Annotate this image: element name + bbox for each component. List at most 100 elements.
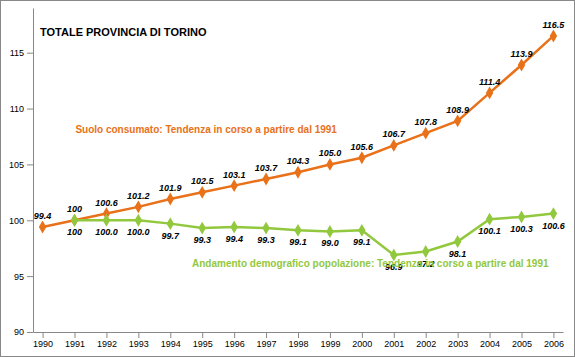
x-tick: 1998 — [288, 332, 308, 349]
series-name: Suolo consumato: Tendenza in corso a par… — [75, 124, 337, 135]
data-label: 101.2 — [127, 191, 150, 201]
data-label: 99.1 — [289, 237, 307, 247]
series-marker — [486, 213, 493, 226]
series-marker — [326, 158, 333, 171]
series-marker — [294, 224, 301, 237]
series-marker — [71, 214, 78, 227]
x-tick: 1997 — [257, 332, 277, 349]
x-tick-mark — [170, 332, 171, 338]
data-label: 100 — [67, 204, 82, 214]
x-tick-label: 1998 — [288, 339, 308, 349]
data-label: 100 — [67, 227, 82, 237]
x-tick: 2000 — [352, 332, 372, 349]
x-tick-label: 1993 — [129, 339, 149, 349]
x-tick-label: 1995 — [193, 339, 213, 349]
y-tick-label: 100 — [9, 216, 24, 226]
x-tick: 2004 — [480, 332, 500, 349]
x-tick-mark — [458, 332, 459, 338]
x-tick: 2002 — [416, 332, 436, 349]
y-tick-mark — [27, 276, 33, 277]
y-tick-mark — [27, 220, 33, 221]
data-label: 99.3 — [257, 235, 275, 245]
series-marker — [550, 207, 557, 220]
marks — [39, 29, 557, 261]
x-tick: 2005 — [512, 332, 532, 349]
x-tick: 1999 — [320, 332, 340, 349]
y-tick-label: 110 — [10, 104, 24, 114]
x-tick-mark — [490, 332, 491, 338]
x-tick: 2006 — [544, 332, 564, 349]
x-tick: 1990 — [33, 332, 53, 349]
series-marker — [486, 86, 493, 99]
series-marker — [198, 222, 205, 235]
x-tick-mark — [298, 332, 299, 338]
data-label: 100.0 — [127, 227, 150, 237]
series-marker — [550, 29, 557, 42]
y-tick-mark — [27, 332, 33, 333]
chart-title: TOTALE PROVINCIA DI TORINO — [40, 26, 207, 38]
x-tick-mark — [138, 332, 139, 338]
y-tick-label: 105 — [9, 160, 24, 170]
x-axis: 1990199119921993199419951996199719981999… — [33, 332, 564, 349]
series-marker — [454, 235, 461, 248]
chart-border — [1, 1, 575, 357]
data-label: 99.3 — [193, 235, 211, 245]
series-marker — [103, 214, 110, 227]
series-marker — [167, 193, 174, 206]
data-label: 116.5 — [542, 20, 565, 30]
series-marker — [422, 245, 429, 258]
x-tick-label: 1997 — [257, 339, 277, 349]
data-label: 100.0 — [95, 227, 118, 237]
series-marker — [135, 200, 142, 213]
x-tick-mark — [106, 332, 107, 338]
series-marker — [230, 179, 237, 192]
data-label: 103.1 — [223, 170, 246, 180]
x-tick: 2003 — [448, 332, 468, 349]
y-axis: 9095100105110115 — [9, 9, 34, 338]
series-line — [43, 36, 554, 227]
x-tick: 1995 — [193, 332, 213, 349]
y-tick-label: 90 — [14, 327, 24, 337]
data-labels: 99.4100100.6101.2101.9102.5103.1103.7104… — [34, 20, 566, 272]
data-label: 101.9 — [159, 183, 182, 193]
x-tick-label: 1999 — [320, 339, 340, 349]
data-label: 106.7 — [383, 129, 407, 139]
y-tick: 115 — [10, 48, 33, 58]
data-label: 99.7 — [162, 231, 181, 241]
x-tick-mark — [266, 332, 267, 338]
y-tick: 100 — [9, 216, 33, 226]
y-tick: 110 — [10, 104, 33, 114]
data-label: 111.4 — [479, 77, 500, 87]
x-tick-label: 1996 — [225, 339, 245, 349]
data-label: 99.0 — [321, 238, 339, 248]
data-label: 100.6 — [542, 221, 566, 231]
y-tick: 90 — [14, 327, 33, 337]
data-label: 100.3 — [510, 224, 533, 234]
data-label: 98.1 — [449, 249, 467, 259]
x-tick-label: 2006 — [544, 339, 564, 349]
x-tick-label: 1994 — [161, 339, 181, 349]
x-tick-mark — [426, 332, 427, 338]
y-tick-mark — [27, 109, 33, 110]
y-tick-label: 115 — [10, 48, 24, 58]
series-marker — [326, 225, 333, 238]
x-tick-mark — [43, 332, 44, 338]
data-label: 99.4 — [225, 234, 243, 244]
series-marker — [262, 222, 269, 235]
series-marker — [294, 166, 301, 179]
data-label: 108.9 — [446, 105, 469, 115]
series-marker — [167, 217, 174, 230]
series-marker — [358, 151, 365, 164]
series-marker — [39, 221, 46, 234]
series-marker — [518, 210, 525, 223]
x-tick-mark — [202, 332, 203, 338]
x-tick: 1994 — [161, 332, 181, 349]
series-marker — [262, 172, 269, 185]
y-tick-mark — [27, 53, 33, 54]
data-label: 103.7 — [255, 163, 279, 173]
y-tick-mark — [27, 164, 33, 165]
x-tick-label: 2004 — [480, 339, 500, 349]
data-label: 99.4 — [34, 211, 52, 221]
series-marker — [198, 186, 205, 199]
series-marker — [422, 127, 429, 140]
